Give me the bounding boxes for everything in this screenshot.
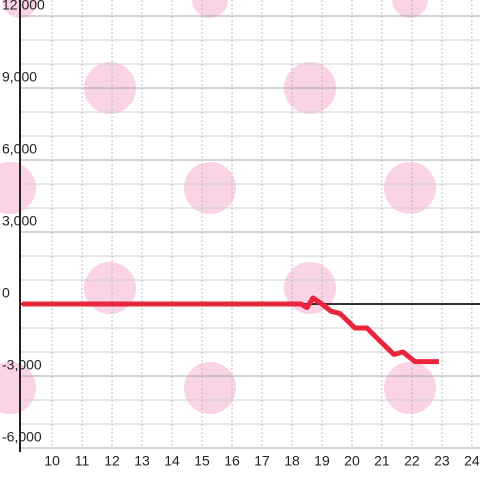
x-tick-label: 17: [254, 453, 270, 469]
x-tick-label: 21: [374, 453, 390, 469]
x-tick-label: 14: [164, 453, 180, 469]
x-tick-label: 16: [224, 453, 240, 469]
x-tick-label: 23: [434, 453, 450, 469]
data-line: [22, 295, 439, 365]
y-tick-label: 0: [2, 285, 10, 301]
x-tick-label: 12: [104, 453, 120, 469]
x-tick-label: 15: [194, 453, 210, 469]
x-tick-label: 20: [344, 453, 360, 469]
x-tick-label: 22: [404, 453, 420, 469]
x-tick-label: 24: [464, 453, 480, 469]
y-tick-label: -3,000: [2, 357, 42, 373]
x-tick-label: 10: [44, 453, 60, 469]
x-tick-label: 11: [75, 453, 90, 469]
y-tick-label: -6,000: [2, 429, 42, 445]
x-tick-label: 19: [314, 453, 330, 469]
x-tick-label: 13: [134, 453, 150, 469]
x-tick-label: 18: [284, 453, 300, 469]
y-tick-label: 12,000: [2, 0, 45, 13]
